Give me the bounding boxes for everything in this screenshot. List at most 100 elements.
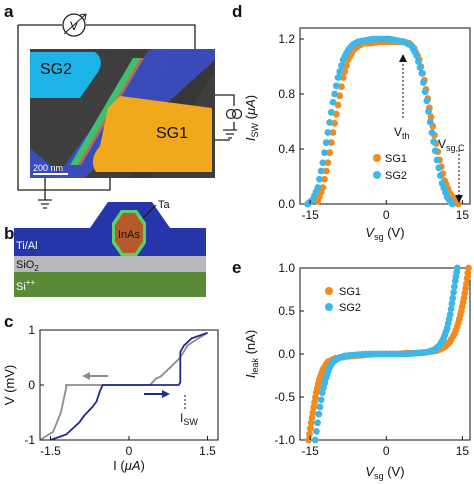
chart-e-point-sg1 <box>305 436 313 444</box>
chart-d-point-sg1 <box>341 68 349 75</box>
chart-c-ytick-label: 1 <box>28 323 35 337</box>
chart-d-xtick-label: 0 <box>383 208 390 222</box>
sio2-label: SiO2 <box>16 259 39 273</box>
chart-c-xtick-label: 1.5 <box>199 444 216 458</box>
chart-d-point-sg2 <box>431 147 439 155</box>
chart-c-series-line-1 <box>50 331 208 441</box>
chart-e-point-sg1 <box>463 274 471 282</box>
legend-d-sg1-label: SG1 <box>385 153 407 165</box>
sweep-arrow-right <box>144 390 170 398</box>
ground-symbol <box>38 129 237 209</box>
sweep-arrow-left <box>82 372 108 380</box>
chart-d-xtick-label: 15 <box>456 208 470 222</box>
inas-label: InAs <box>118 229 141 241</box>
chart-c-ytick-label: 0 <box>28 378 35 392</box>
chart-d-point-sg2 <box>426 118 434 126</box>
chart-e-ytick-label: 0.5 <box>278 304 295 318</box>
chart-d-point-sg2 <box>322 139 330 146</box>
chart-d-ytick-label: 0.8 <box>278 87 295 101</box>
chart-c-ytick-label: -1 <box>24 433 35 447</box>
vth-annotation: Vth <box>394 125 410 141</box>
chart-e-xtick-label: 15 <box>456 444 470 458</box>
gate-sg1-label: SG1 <box>156 125 188 142</box>
chart-d-point-sg2 <box>321 149 328 157</box>
chart-d-point-sg2 <box>413 52 421 59</box>
chart-d-point-sg2 <box>415 58 422 65</box>
chart-d-point-sg2 <box>435 164 443 172</box>
chart-d-point-sg2 <box>332 82 340 90</box>
current-source-symbol <box>225 108 243 120</box>
panel-letter-e: e <box>232 258 242 277</box>
chart-d-point-sg2 <box>448 200 456 208</box>
chart-e-xtick-label: 0 <box>383 444 390 458</box>
chart-e-ytick-label: -1.0 <box>274 433 295 447</box>
chart-e-point-sg1 <box>464 269 472 277</box>
legend-e-sg1-marker <box>325 287 333 295</box>
chart-e-point-sg1 <box>463 280 470 287</box>
chart-d-ylabel: ISW (μA) <box>243 95 260 141</box>
chart-d-point-sg2 <box>433 156 441 164</box>
legend-e-sg2-marker <box>325 303 333 311</box>
chart-e-point-sg2 <box>451 283 458 291</box>
chart-d-point-sg1 <box>338 83 345 91</box>
chart-d-ytick-label: 0.4 <box>278 142 295 156</box>
sem-image: SG2 SG1 200 nm <box>30 49 215 178</box>
chart-e-point-sg1 <box>306 430 313 438</box>
chart-d-point-sg1 <box>331 119 339 127</box>
chart-d-point-sg2 <box>336 68 344 75</box>
chart-d-point-sg1 <box>334 101 342 109</box>
chart-e-point-sg2 <box>317 396 325 404</box>
chart-d-point-sg2 <box>329 98 337 106</box>
si-label: Si++ <box>16 278 35 293</box>
chart-d-point-sg1 <box>339 74 347 81</box>
legend-e-sg1-label: SG1 <box>339 286 361 298</box>
ta-label: Ta <box>158 199 171 211</box>
chart-e-ytick-label: -0.5 <box>274 390 295 404</box>
panel-letter-c: c <box>4 312 14 331</box>
chart-d-point-sg2 <box>316 175 323 183</box>
chart-d-point-sg2 <box>338 62 345 69</box>
chart-d-legend: SG1 SG2 <box>373 153 407 182</box>
chart-d-point-sg1 <box>321 175 328 183</box>
chart-d-point-sg1 <box>324 159 332 167</box>
layer-sio2 <box>14 256 206 272</box>
chart-d-point-sg2 <box>416 64 424 71</box>
chart-d-xtick-label: -15 <box>301 208 319 222</box>
chart-d-point-sg1 <box>319 184 327 191</box>
chart-e-point-sg2 <box>447 305 455 313</box>
chart-c-xtick-label: 0 <box>126 444 133 458</box>
chart-d-point-sg1 <box>454 200 462 208</box>
panel-letter-d: d <box>232 2 243 21</box>
layer-tial <box>14 202 206 256</box>
legend-d-sg1-marker <box>373 154 381 162</box>
chart-d-point-sg2 <box>327 108 335 116</box>
chart-d-point-sg2 <box>436 172 444 179</box>
chart-d-point-sg2 <box>317 167 325 175</box>
chart-d-point-sg1 <box>327 139 335 146</box>
chart-d-point-sg2 <box>326 119 334 126</box>
chart-d-point-sg2 <box>420 79 427 86</box>
chart-e-point-sg2 <box>315 410 323 418</box>
chart-d-point-sg1 <box>326 149 334 157</box>
chart-c-series-line-0 <box>39 332 208 441</box>
chart-d-point-sg2 <box>334 74 342 81</box>
chart-e-point-sg1 <box>308 414 316 422</box>
chart-e-point-sg2 <box>314 419 321 427</box>
isw-annotation: ISW <box>180 411 198 427</box>
chart-d-point-sg2 <box>430 138 438 146</box>
chart-e-point-sg1 <box>307 419 315 427</box>
chart-d-point-sg1 <box>343 62 350 69</box>
circuit-wires <box>17 24 235 200</box>
chart-e-point-sg2 <box>453 264 461 272</box>
layer-si <box>14 272 206 297</box>
chart-e-xlabel: Vsg (V) <box>365 464 404 481</box>
nanowire <box>70 58 141 165</box>
chart-d-point-sg2 <box>331 90 339 98</box>
chart-d-point-sg2 <box>319 159 327 167</box>
chart-e-point-sg2 <box>448 300 456 307</box>
chart-e-point-sg2 <box>446 311 454 318</box>
